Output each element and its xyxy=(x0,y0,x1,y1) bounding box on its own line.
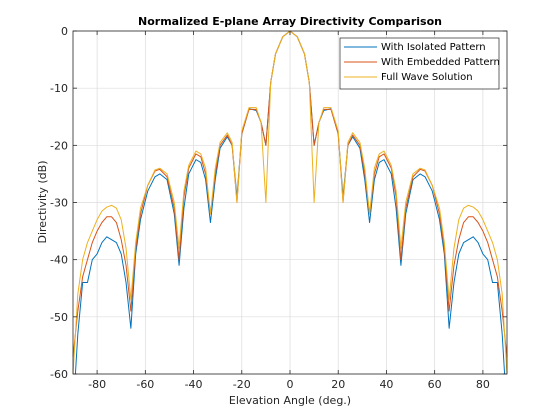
x-tick-label: 20 xyxy=(331,378,345,391)
y-tick-label: -50 xyxy=(50,311,68,324)
y-tick-label: -20 xyxy=(50,139,68,152)
legend-entry-isolated: With Isolated Pattern xyxy=(381,42,486,53)
x-tick-label: -80 xyxy=(88,378,106,391)
y-tick-label: 0 xyxy=(61,25,68,38)
y-tick-label: -30 xyxy=(50,197,68,210)
y-tick-label: -40 xyxy=(50,254,68,267)
x-tick-label: 60 xyxy=(428,378,442,391)
axis-ticks: -80 -60 -40 -20 0 20 40 60 80 0 -10 -20 -30 -40 -50 -60 xyxy=(50,25,507,391)
x-tick-label: 40 xyxy=(379,378,393,391)
x-tick-label: 80 xyxy=(476,378,490,391)
y-tick-label: -60 xyxy=(50,368,68,381)
y-axis-label: Directivity (dB) xyxy=(36,161,49,244)
chart-title: Normalized E-plane Array Directivity Com… xyxy=(138,15,442,28)
x-tick-label: -40 xyxy=(185,378,203,391)
x-axis-label: Elevation Angle (deg.) xyxy=(229,394,351,407)
x-tick-label: 0 xyxy=(287,378,294,391)
legend-entry-embedded: With Embedded Pattern xyxy=(381,57,500,68)
x-tick-label: -60 xyxy=(136,378,154,391)
legend: With Isolated Pattern With Embedded Patt… xyxy=(339,37,500,90)
legend-entry-fullwave: Full Wave Solution xyxy=(381,72,473,83)
x-tick-label: -20 xyxy=(233,378,251,391)
y-tick-label: -10 xyxy=(50,82,68,95)
